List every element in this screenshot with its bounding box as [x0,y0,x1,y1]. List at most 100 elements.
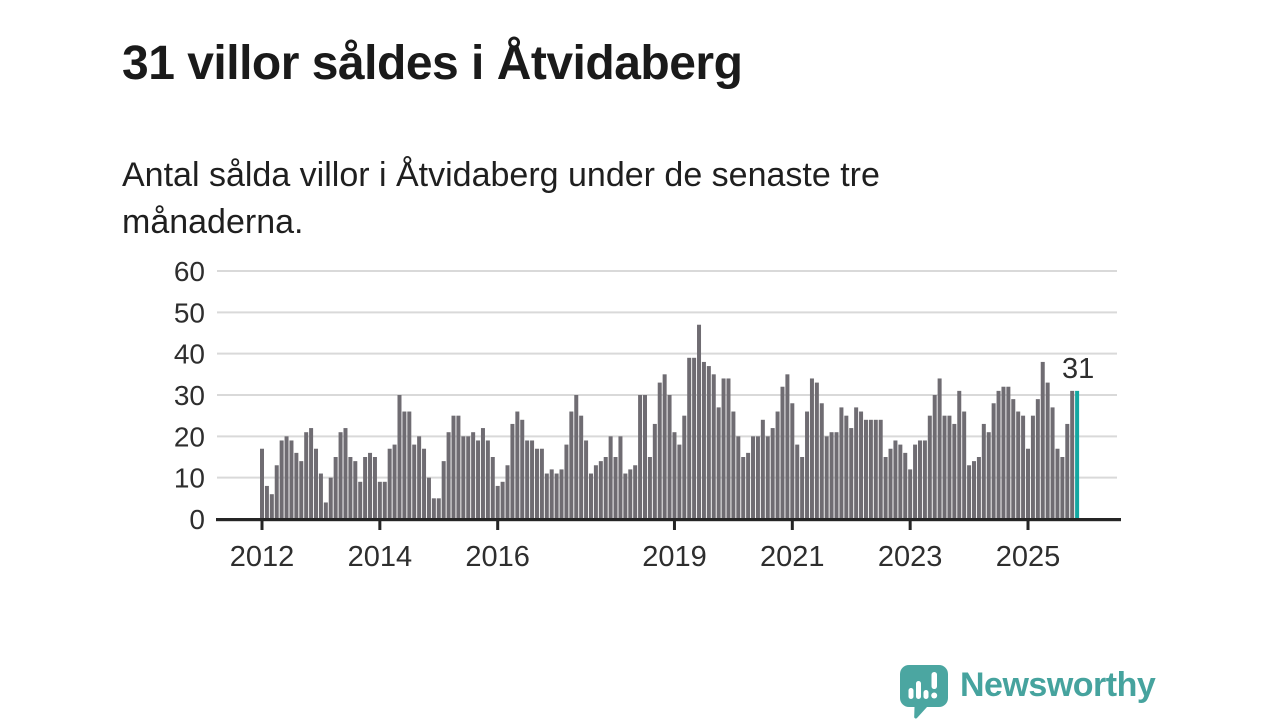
bar [819,403,824,519]
bar [765,436,770,519]
bar [682,415,687,519]
bar [451,415,456,519]
bar [736,436,741,519]
bar [962,411,967,519]
x-tick-label: 2012 [230,541,295,573]
y-tick-label: 0 [189,504,205,535]
bar [770,428,775,519]
bar [755,436,760,519]
x-axis-tick [908,521,912,530]
bar [294,452,299,519]
newsworthy-logo: Newsworthy [897,664,1156,720]
bar [402,411,407,519]
bar [947,415,952,519]
bar [883,457,888,519]
newsworthy-wordmark: Newsworthy [960,666,1156,704]
bar [505,465,510,519]
x-tick-label: 2023 [878,541,943,573]
bar [741,457,746,519]
bar [618,436,623,519]
bar [1045,382,1050,519]
bar [898,444,903,519]
bar [343,428,348,519]
bar [937,378,942,519]
bar [839,407,844,519]
bar [274,465,279,519]
bar [323,502,328,519]
bar [657,382,662,519]
bar [549,469,554,519]
bar [647,457,652,519]
bar [824,436,829,519]
bar [913,444,918,519]
logo-exclamation-dot [931,692,938,699]
bar [760,419,765,519]
bar [539,448,544,519]
x-axis-tick [1026,521,1030,530]
bar [436,498,441,519]
bar [800,457,805,519]
bar [927,415,932,519]
bar [485,440,490,519]
bar [304,432,309,519]
bar [368,452,373,519]
bar [446,432,451,519]
bar [623,473,628,519]
bar [701,361,706,519]
bar [387,448,392,519]
bar [422,448,427,519]
bar [500,481,505,519]
bar [706,366,711,519]
bar [996,390,1001,519]
bar [775,411,780,519]
bar [638,395,643,519]
bar [279,440,284,519]
bar [1060,457,1065,519]
bar [677,444,682,519]
bar [790,403,795,519]
bar [809,378,814,519]
bar [1030,415,1035,519]
bar [377,481,382,519]
bar [372,457,377,519]
y-tick-label: 30 [174,380,205,411]
bar [854,407,859,519]
bar [559,469,564,519]
y-tick-label: 10 [174,463,205,494]
bar [726,378,731,519]
bar [490,457,495,519]
bar [667,395,672,519]
bar [746,452,751,519]
bar [260,448,264,519]
bar [525,440,530,519]
bar [1065,423,1070,519]
bar [584,440,589,519]
bar [471,432,476,519]
bar [544,473,549,519]
bar [407,411,412,519]
bar [849,428,854,519]
bar [795,444,800,519]
y-tick-label: 20 [174,421,205,452]
bar [1001,386,1006,519]
bar [917,440,922,519]
bar [888,448,893,519]
bar [569,411,574,519]
bar [289,440,294,519]
y-tick-label: 40 [174,339,205,370]
bar [981,423,986,519]
bar [711,374,716,519]
bar [299,461,304,519]
bar [426,477,431,519]
bar [814,382,819,519]
bar [530,440,535,519]
logo-bar-2 [916,681,921,699]
bar [348,457,353,519]
y-tick-label: 60 [174,256,205,287]
x-tick-label: 2014 [348,541,413,573]
x-axis-tick [672,521,676,530]
bar [353,461,358,519]
bar [588,473,593,519]
logo-bar-1 [908,688,914,699]
